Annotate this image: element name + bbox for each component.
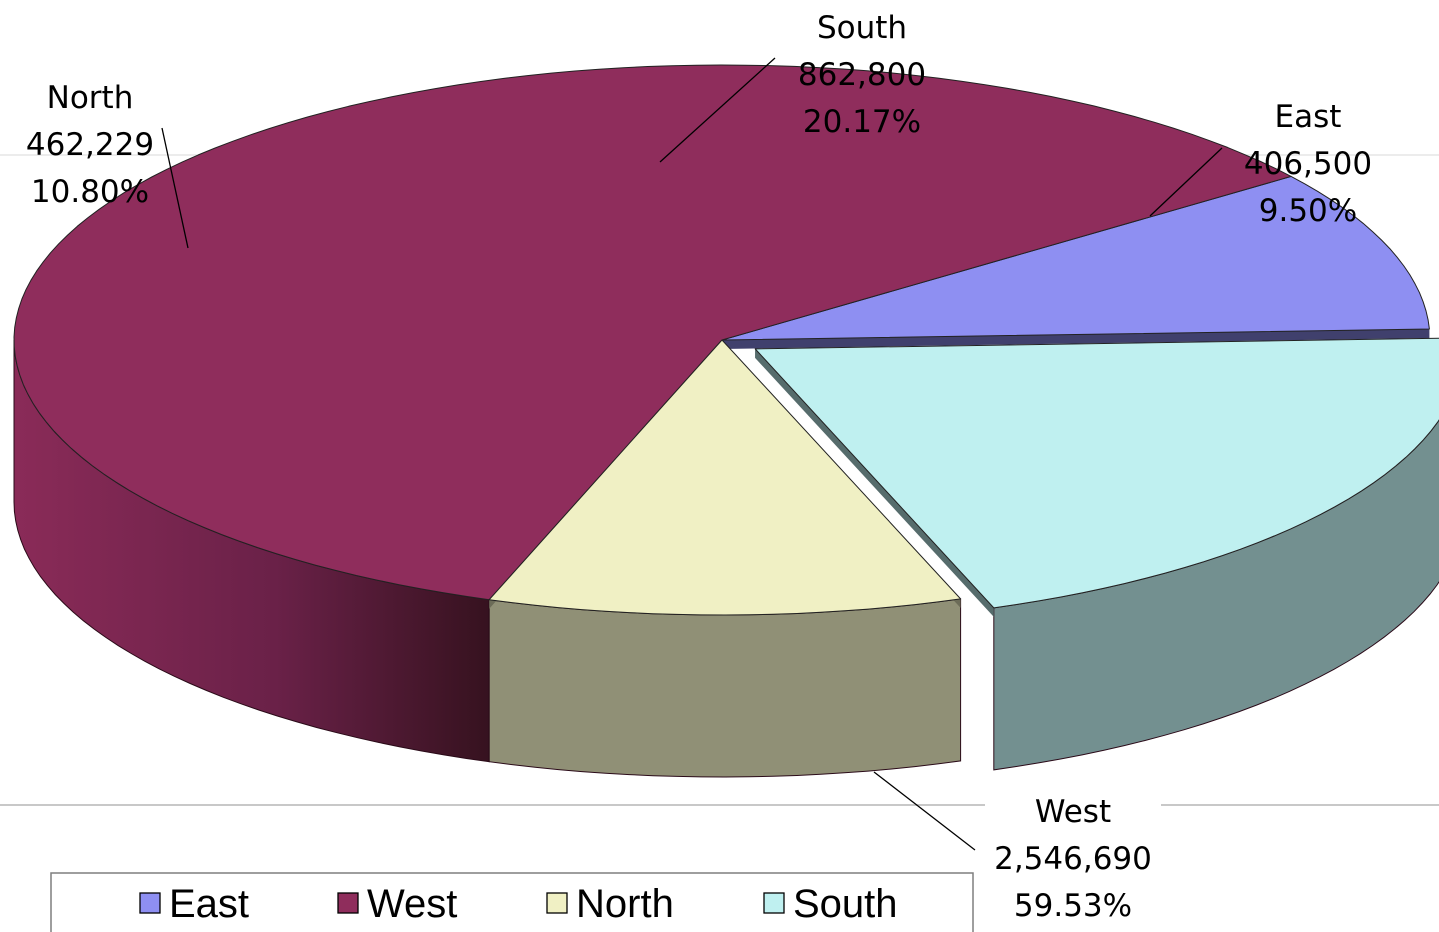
pie-slice-south-top: [754, 337, 1439, 609]
legend-label-west: West: [367, 882, 457, 926]
data-label-east-line-1: East: [1275, 99, 1342, 135]
legend-swatch-east: [139, 892, 161, 914]
data-label-south-line-3: 20.17%: [803, 104, 921, 140]
legend-item-south: South: [763, 882, 898, 926]
legend-swatch-south: [763, 892, 785, 914]
legend-item-north: North: [546, 882, 674, 926]
data-label-east-line-2: 406,500: [1244, 146, 1372, 182]
pie-slice-south: [754, 337, 1439, 771]
leader-line-south: [659, 57, 776, 163]
legend-box: [50, 872, 974, 932]
pie-slice-north-top: [488, 339, 962, 616]
data-label-north-line-1: North: [47, 80, 134, 116]
pie-slice-west: [13, 64, 1292, 763]
legend-item-west: West: [337, 882, 457, 926]
pie-slice-east-top: [721, 175, 1430, 341]
data-label-west-line-2: 2,546,690: [994, 841, 1152, 877]
leader-line-north: [161, 127, 189, 249]
legend-swatch-west: [337, 892, 359, 914]
pie-slice-east-edge: [722, 329, 1430, 349]
leader-line-west: [873, 771, 976, 851]
pie-slice-west-top: [13, 64, 1292, 601]
pie-slice-north-side: [488, 598, 962, 778]
legend-item-east: East: [139, 882, 249, 926]
legend-label-south: South: [793, 882, 898, 926]
pie-slice-east: [721, 175, 1430, 349]
leader-line-east: [1149, 147, 1223, 217]
data-label-south-line-2: 862,800: [798, 57, 926, 93]
data-label-north-line-3: 10.80%: [31, 174, 149, 210]
legend-label-north: North: [576, 882, 674, 926]
data-label-north: North 462,229 10.80%: [26, 80, 154, 210]
pie-slice-north: [488, 339, 962, 778]
data-label-east: East 406,500 9.50%: [1244, 99, 1372, 229]
data-label-south: South 862,800 20.17%: [798, 10, 926, 140]
legend-label-east: East: [169, 882, 249, 926]
pie-slice-south-edge: [755, 348, 994, 617]
data-label-west-line-3: 59.53%: [1014, 888, 1132, 924]
data-label-west: West 2,546,690 59.53%: [985, 790, 1161, 932]
data-label-north-line-2: 462,229: [26, 127, 154, 163]
data-label-west-line-1: West: [1035, 794, 1111, 830]
data-label-south-line-1: South: [817, 10, 907, 46]
data-label-east-line-3: 9.50%: [1259, 193, 1357, 229]
legend-swatch-north: [546, 892, 568, 914]
